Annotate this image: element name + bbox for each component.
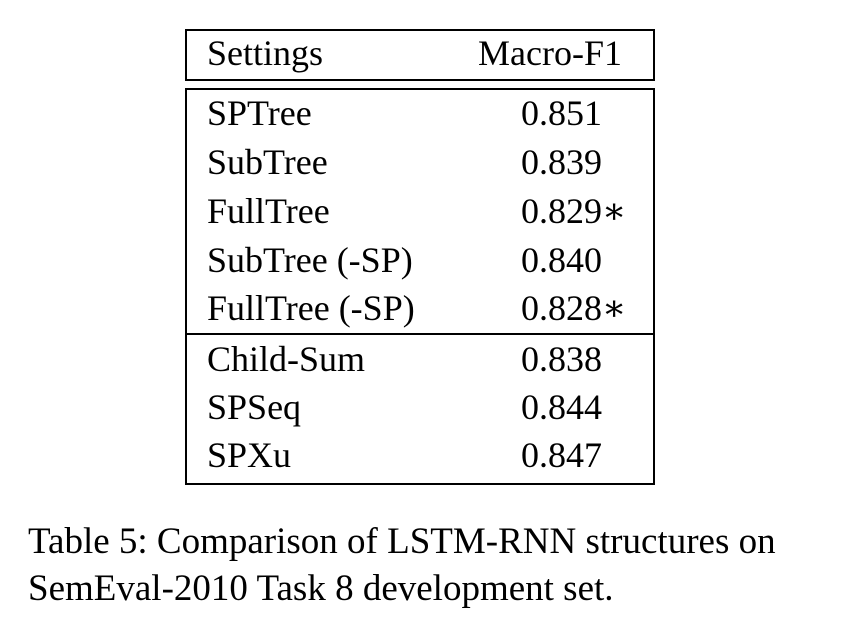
table-caption: Table 5: Comparison of LSTM-RNN structur… xyxy=(28,518,838,612)
row-setting: FullTree xyxy=(207,191,330,231)
row-value: 0.838 xyxy=(521,339,602,379)
table-body-box xyxy=(185,88,655,485)
header-macro-f1: Macro-F1 xyxy=(478,33,622,73)
caption-line-2: SemEval-2010 Task 8 development set. xyxy=(28,568,614,609)
row-setting: Child-Sum xyxy=(207,339,366,379)
row-value: 0.844 xyxy=(521,387,602,427)
row-value: 0.840 xyxy=(521,240,602,280)
row-value: 0.839 xyxy=(521,142,602,182)
table-header-box xyxy=(185,29,655,81)
row-setting: SPXu xyxy=(207,435,292,475)
row-value: 0.847 xyxy=(521,435,602,475)
row-setting: SPTree xyxy=(207,93,312,133)
caption-line-1: Table 5: Comparison of LSTM-RNN structur… xyxy=(28,521,776,562)
row-value: 0.829∗ xyxy=(521,191,627,231)
row-setting: SubTree (-SP) xyxy=(207,240,413,280)
header-settings: Settings xyxy=(207,33,324,73)
row-value: 0.828∗ xyxy=(521,288,627,328)
group-separator-rule xyxy=(185,333,655,335)
row-setting: SPSeq xyxy=(207,387,302,427)
row-setting: FullTree (-SP) xyxy=(207,288,415,328)
row-value: 0.851 xyxy=(521,93,602,133)
row-setting: SubTree xyxy=(207,142,328,182)
